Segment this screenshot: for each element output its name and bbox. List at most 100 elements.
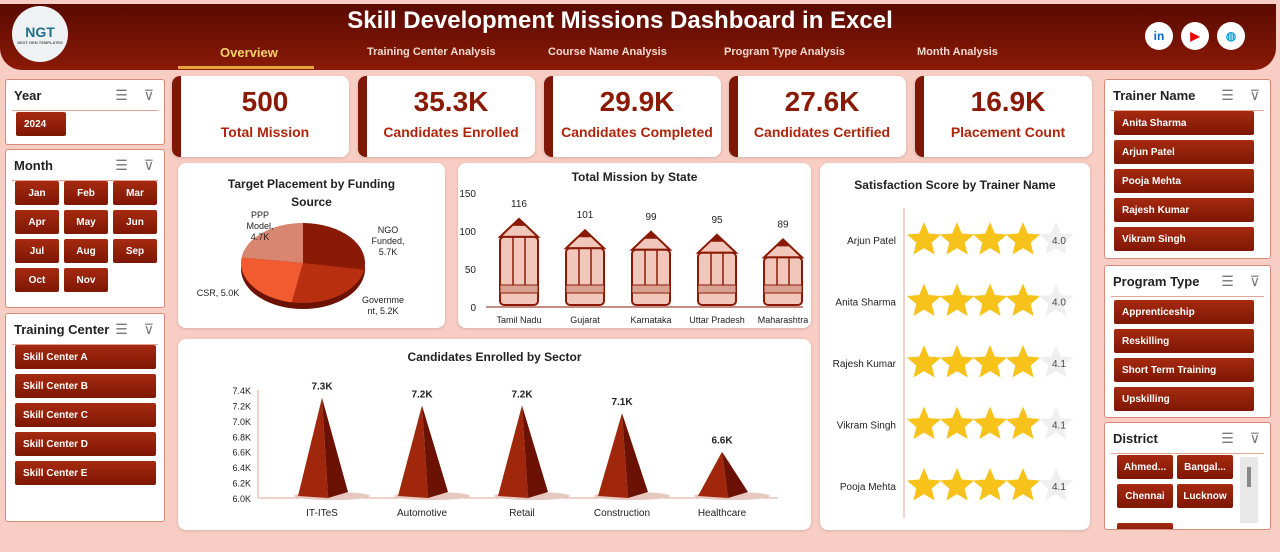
pyramid-retail[interactable]	[494, 405, 570, 500]
slicer-item-oct[interactable]: Oct	[15, 268, 59, 292]
slicer-item-mar[interactable]: Mar	[113, 181, 157, 205]
pyramid-construction[interactable]	[594, 413, 670, 500]
slicer-item-partial[interactable]	[1117, 523, 1173, 529]
kpi-label: Placement Count	[950, 124, 1066, 140]
kpi-card-candidates-certified: 27.6K Candidates Certified	[729, 76, 906, 157]
slicer-item-jun[interactable]: Jun	[113, 210, 157, 234]
slicer-item-may[interactable]: May	[64, 210, 108, 234]
clear-filter-icon[interactable]: ⊽	[1249, 273, 1260, 289]
tab-overview[interactable]: Overview	[220, 45, 278, 60]
multi-select-icon[interactable]: ☰	[1221, 87, 1234, 103]
star-rating-anita-sharma[interactable]	[906, 283, 1074, 317]
pie-data-label: CSR, 5.0K	[197, 288, 240, 298]
slicer-item-skill-center-d[interactable]: Skill Center D	[15, 432, 156, 456]
clear-filter-icon[interactable]: ⊽	[143, 87, 154, 103]
tab-training-center-analysis[interactable]: Training Center Analysis	[367, 46, 496, 58]
pyramid-automotive[interactable]	[394, 405, 470, 500]
slicer-item-skill-center-a[interactable]: Skill Center A	[15, 345, 156, 369]
tab-course-name-analysis[interactable]: Course Name Analysis	[548, 46, 667, 58]
satisfaction-chart: Satisfaction Score by Trainer Name Arjun…	[820, 163, 1090, 530]
slicer-item-anita-sharma[interactable]: Anita Sharma	[1114, 111, 1254, 135]
bar-data-label: 95	[711, 215, 723, 226]
bar-uttar-pradesh[interactable]	[695, 233, 739, 307]
slicer-item-bangal[interactable]: Bangal...	[1177, 455, 1233, 479]
y-tick-label: 50	[465, 265, 477, 276]
slicer-item-skill-center-e[interactable]: Skill Center E	[15, 461, 156, 485]
star-rating-vikram-singh[interactable]	[906, 406, 1074, 440]
scrollbar-thumb[interactable]	[1247, 467, 1251, 487]
slicer-item-nov[interactable]: Nov	[64, 268, 108, 292]
slicer-item-rajesh-kumar[interactable]: Rajesh Kumar	[1114, 198, 1254, 222]
scrollbar[interactable]	[1240, 457, 1258, 523]
linkedin-icon[interactable]: in	[1145, 22, 1173, 50]
bar-tamil-nadu[interactable]	[497, 217, 541, 306]
program-type-slicer: Program Type ☰ ⊽ Apprenticeship Reskilling…	[1104, 265, 1271, 418]
y-tick-label: Arjun Patel	[847, 236, 896, 247]
slicer-item-pooja-mehta[interactable]: Pooja Mehta	[1114, 169, 1254, 193]
logo-text: NGT	[25, 23, 55, 40]
slicer-item-jan[interactable]: Jan	[15, 181, 59, 205]
y-tick-label: 6.6K	[232, 448, 251, 458]
slicer-item-upskilling[interactable]: Upskilling	[1114, 387, 1254, 411]
slicer-item-sep[interactable]: Sep	[113, 239, 157, 263]
slicer-item-2024[interactable]: 2024	[16, 112, 66, 136]
logo-subtext: NEXT GEN TEMPLATES	[17, 39, 63, 45]
slicer-item-ahmed[interactable]: Ahmed...	[1117, 455, 1173, 479]
slicer-item-jul[interactable]: Jul	[15, 239, 59, 263]
x-tick-label: Uttar Pradesh	[689, 315, 745, 325]
x-tick-label: Construction	[594, 508, 650, 519]
kpi-value: 35.3K	[413, 86, 489, 117]
pie-data-label: NGO Funded, 5.7K	[371, 225, 404, 257]
bar-gujarat[interactable]	[563, 228, 607, 306]
slicer-item-skill-center-c[interactable]: Skill Center C	[15, 403, 156, 427]
active-tab-underline	[178, 66, 314, 69]
slicer-item-short-term-training[interactable]: Short Term Training	[1114, 358, 1254, 382]
bar-karnataka[interactable]	[629, 230, 673, 307]
kpi-card-placement-count: 16.9K Placement Count	[915, 76, 1092, 157]
tab-month-analysis[interactable]: Month Analysis	[917, 46, 998, 58]
star-rating-arjun-patel[interactable]	[906, 222, 1074, 255]
slicer-item-skill-center-b[interactable]: Skill Center B	[15, 374, 156, 398]
slicer-item-reskilling[interactable]: Reskilling	[1114, 329, 1254, 353]
clear-filter-icon[interactable]: ⊽	[143, 321, 154, 337]
kpi-label: Candidates Certified	[753, 124, 891, 140]
clear-filter-icon[interactable]: ⊽	[1249, 87, 1260, 103]
globe-icon[interactable]: ◍	[1217, 22, 1245, 50]
dashboard-title: Skill Development Missions Dashboard in …	[347, 7, 893, 34]
slicer-item-feb[interactable]: Feb	[64, 181, 108, 205]
slicer-title: Month	[14, 158, 53, 173]
clear-filter-icon[interactable]: ⊽	[143, 157, 154, 173]
star-rating-pooja-mehta[interactable]	[906, 468, 1074, 501]
slicer-item-lucknow[interactable]: Lucknow	[1177, 484, 1233, 508]
x-tick-label: Gujarat	[570, 315, 600, 325]
slicer-item-aug[interactable]: Aug	[64, 239, 108, 263]
multi-select-icon[interactable]: ☰	[115, 87, 128, 103]
youtube-icon[interactable]: ▶	[1181, 22, 1209, 50]
y-tick-label: Vikram Singh	[837, 421, 896, 432]
pie-slice-csr[interactable]	[240, 257, 303, 303]
multi-select-icon[interactable]: ☰	[115, 321, 128, 337]
pie-slice-ngo-funded[interactable]	[303, 223, 365, 270]
tab-program-type-analysis[interactable]: Program Type Analysis	[724, 46, 846, 58]
y-tick-label: Rajesh Kumar	[833, 359, 897, 370]
y-tick-label: 100	[459, 227, 476, 238]
kpi-card-total-mission: 500 Total Mission	[172, 76, 349, 157]
pyramid-it-ites[interactable]	[294, 397, 370, 500]
clear-filter-icon[interactable]: ⊽	[1249, 430, 1260, 446]
multi-select-icon[interactable]: ☰	[1221, 430, 1234, 446]
pie-slice-government[interactable]	[291, 263, 365, 303]
slicer-item-apprenticeship[interactable]: Apprenticeship	[1114, 300, 1254, 324]
multi-select-icon[interactable]: ☰	[115, 157, 128, 173]
slicer-item-vikram-singh[interactable]: Vikram Singh	[1114, 227, 1254, 251]
slicer-item-arjun-patel[interactable]: Arjun Patel	[1114, 140, 1254, 164]
pie-slice-ppp-model[interactable]	[241, 223, 303, 263]
slicer-item-apr[interactable]: Apr	[15, 210, 59, 234]
multi-select-icon[interactable]: ☰	[1221, 273, 1234, 289]
header-bar	[0, 4, 1276, 70]
pyramid-healthcare[interactable]	[694, 451, 770, 500]
year-slicer: Year ☰ ⊽ 2024	[5, 79, 165, 145]
y-tick-label: 6.2K	[232, 479, 251, 489]
star-rating-rajesh-kumar[interactable]	[906, 345, 1074, 378]
slicer-item-chennai[interactable]: Chennai	[1117, 484, 1173, 508]
bar-maharashtra[interactable]	[761, 237, 805, 306]
